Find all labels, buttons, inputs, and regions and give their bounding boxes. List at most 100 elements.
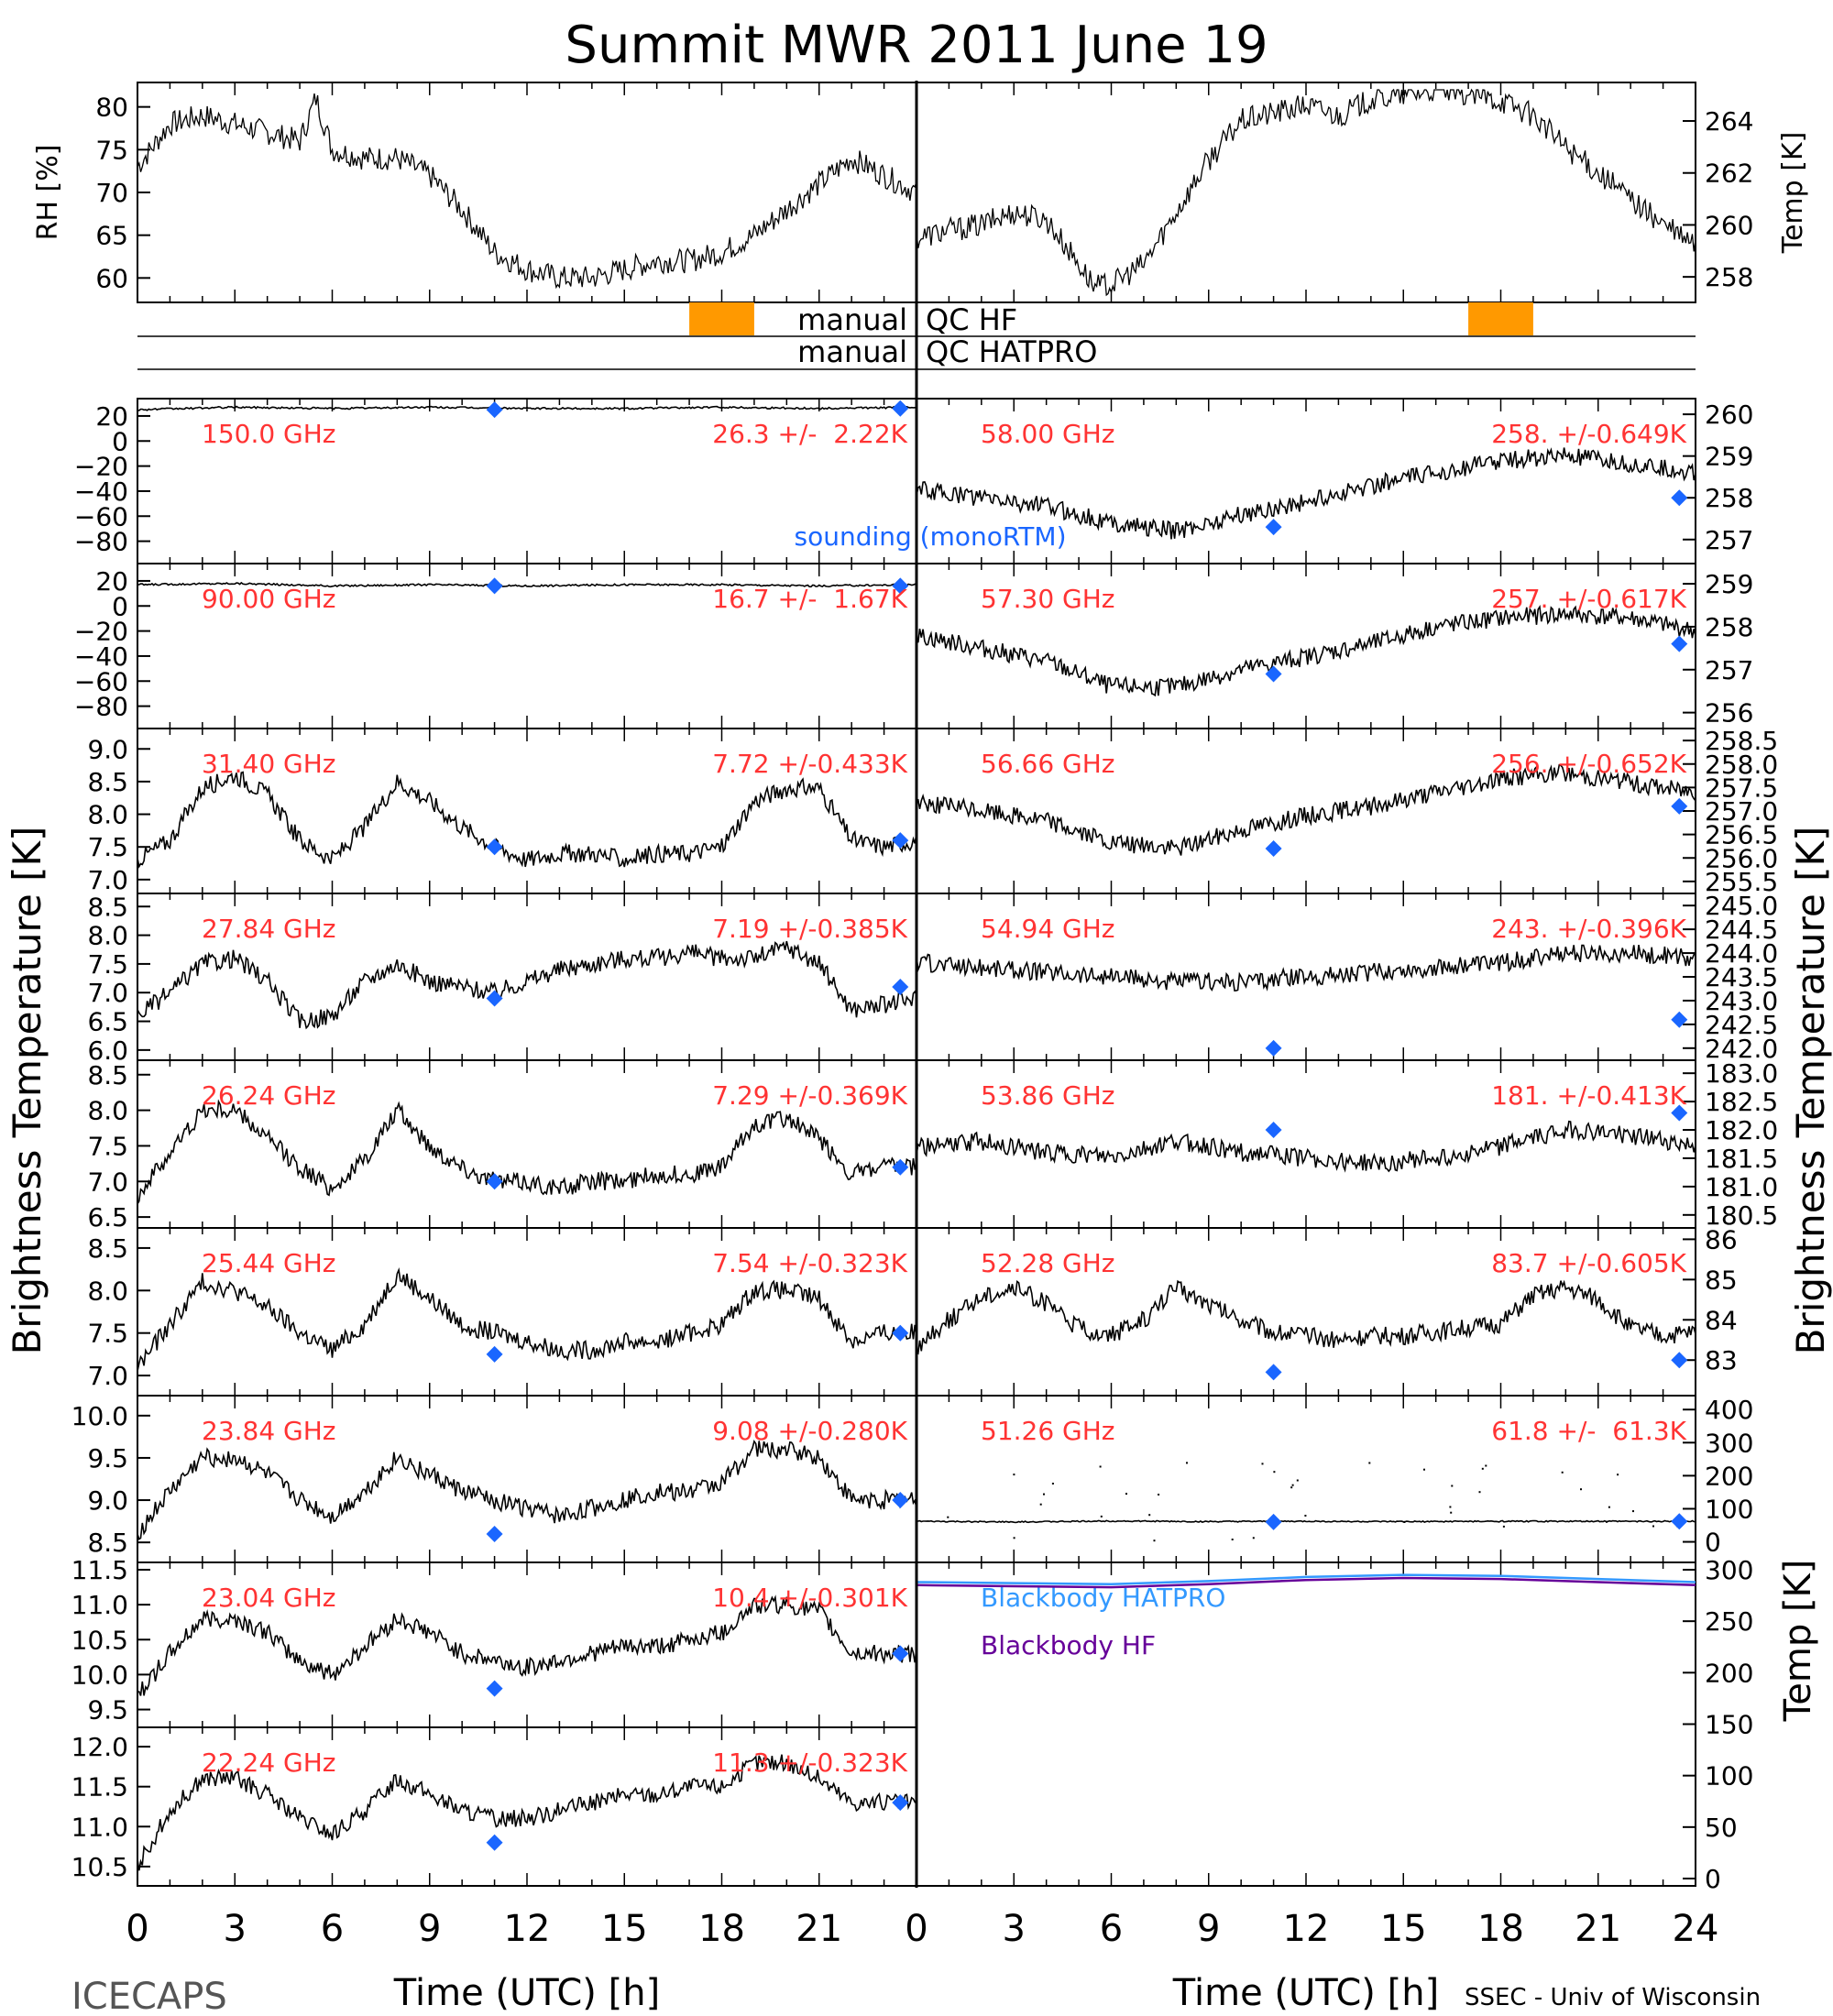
- y-tick-label: 181.0: [1705, 1172, 1778, 1202]
- sounding-point: [1671, 635, 1688, 652]
- y-tick-label: 7.0: [87, 1167, 128, 1197]
- outlier-point: [1606, 1520, 1608, 1523]
- channel-stat: 257. +/-0.617K: [1491, 584, 1686, 614]
- sounding-point: [486, 577, 503, 595]
- y-tick-label: 183.0: [1705, 1058, 1778, 1089]
- y-tick-label: 300: [1705, 1428, 1753, 1458]
- y-tick-label: 12.0: [71, 1732, 128, 1762]
- y-tick-label: −40: [74, 477, 128, 507]
- y-tick-label: 259: [1705, 442, 1753, 472]
- panel-2544: 8.5 8.0 7.5 7.0 25.44 GHz 7.54 +/-0.323K: [87, 1227, 917, 1397]
- y-tick-label: 264: [1705, 106, 1753, 137]
- y-tick-label: 243.0: [1705, 986, 1778, 1016]
- y-tick-label: 0: [1705, 1528, 1721, 1558]
- x-tick-label-right: 9: [1197, 1908, 1220, 1950]
- y-tick-label: 9.5: [87, 1695, 128, 1726]
- y-tick-label: 258: [1705, 262, 1753, 292]
- outlier-point: [1450, 1511, 1453, 1514]
- y-tick-label: 7.5: [87, 949, 128, 980]
- sounding-point: [892, 400, 909, 417]
- sounding-point: [486, 1173, 503, 1190]
- sounding-point: [1265, 840, 1282, 857]
- y-tick-label: 11.5: [71, 1555, 128, 1585]
- x-tick-label-left: 0: [126, 1908, 148, 1950]
- outlier-point: [1043, 1493, 1045, 1496]
- outlier-point: [1403, 1521, 1406, 1523]
- channel-stat: 16.7 +/- 1.67K: [712, 584, 907, 614]
- channel-stat: 7.72 +/-0.433K: [712, 749, 907, 779]
- panel-rh: 80 75 70 65 60: [95, 82, 917, 303]
- left-y-axis-label: Brightness Temperature [K]: [5, 827, 49, 1355]
- x-tick-label-left: 6: [321, 1908, 344, 1950]
- channel-stat: 7.54 +/-0.323K: [712, 1248, 907, 1278]
- y-tick-label: 9.5: [87, 1443, 128, 1474]
- channel-label: 52.28 GHz: [981, 1248, 1115, 1278]
- sounding-point: [892, 1492, 909, 1509]
- y-tick-label: 7.0: [87, 1361, 128, 1391]
- x-tick-label-left: 21: [796, 1908, 842, 1950]
- y-tick-label: −20: [74, 452, 128, 482]
- outlier-point: [1290, 1486, 1293, 1489]
- channel-label: 51.26 GHz: [981, 1416, 1115, 1446]
- outlier-point: [1423, 1468, 1425, 1471]
- qc-hf-flag: [1468, 302, 1533, 335]
- y-tick-label: 8.0: [87, 800, 128, 830]
- qc-hf-flag: [689, 302, 754, 335]
- y-tick-label: 9.0: [87, 1485, 128, 1516]
- series-line-1: [916, 1576, 1696, 1589]
- sounding-point: [486, 990, 503, 1007]
- data-trace: [137, 1267, 917, 1372]
- sounding-point: [892, 978, 909, 995]
- outlier-point: [1561, 1471, 1564, 1474]
- channel-label: 31.40 GHz: [202, 749, 336, 779]
- y-tick-label: −40: [74, 641, 128, 672]
- channel-label: 53.86 GHz: [981, 1080, 1115, 1111]
- y-tick-label: 50: [1705, 1813, 1738, 1843]
- x-tick-label-right: 12: [1283, 1908, 1330, 1950]
- y-tick-label: 20: [95, 566, 128, 597]
- channel-stat: 9.08 +/-0.280K: [712, 1416, 907, 1446]
- panel-2224: 12.0 11.5 11.0 10.5 22.24 GHz 11.3 +/-0.323K: [71, 1726, 917, 1887]
- y-tick-label: 8.0: [87, 921, 128, 951]
- y-tick-label: 11.5: [71, 1772, 128, 1802]
- y-tick-label: 20: [95, 401, 128, 432]
- sounding-point: [1671, 489, 1688, 507]
- y-tick-label: 11.0: [71, 1590, 128, 1620]
- y-tick-label: 7.5: [87, 1131, 128, 1161]
- y-tick-label: 242.0: [1705, 1034, 1778, 1064]
- y-tick-label: 8.5: [87, 892, 128, 922]
- y-tick-label: 10.5: [71, 1625, 128, 1655]
- sounding-point: [1265, 519, 1282, 536]
- outlier-point: [1099, 1465, 1102, 1468]
- x-tick-label-right: 6: [1100, 1908, 1123, 1950]
- sounding-point: [486, 1525, 503, 1542]
- outlier-point: [1485, 1464, 1487, 1467]
- sounding-point: [1265, 1039, 1282, 1057]
- y-tick-label: 260: [1705, 210, 1753, 240]
- sounding-point: [486, 1345, 503, 1363]
- x-tick-label-right: 15: [1380, 1908, 1427, 1950]
- channel-label: 27.84 GHz: [202, 914, 336, 944]
- temp-axis-label: Temp [K]: [1777, 132, 1809, 255]
- y-tick-label: 245.0: [1705, 891, 1778, 921]
- y-tick-label: 259: [1705, 569, 1753, 599]
- y-tick-label: 8.5: [87, 1528, 128, 1558]
- legend-entry-1: Blackbody HF: [981, 1630, 1156, 1660]
- outlier-point: [1502, 1525, 1505, 1528]
- sounding-point: [486, 1680, 503, 1697]
- sounding-point: [1671, 1513, 1688, 1530]
- y-tick-label: 8.0: [87, 1276, 128, 1306]
- channel-stat: 61.8 +/- 61.3K: [1491, 1416, 1686, 1446]
- channel-stat: 83.7 +/-0.605K: [1491, 1248, 1686, 1278]
- data-trace: [916, 88, 1696, 297]
- outlier-point: [1580, 1488, 1582, 1491]
- sounding-point: [892, 832, 909, 849]
- outlier-point: [1632, 1510, 1634, 1513]
- sounding-point: [892, 577, 909, 595]
- data-trace: [916, 944, 1696, 992]
- sounding-legend: sounding (monoRTM): [795, 521, 1067, 552]
- data-trace: [916, 1519, 1696, 1524]
